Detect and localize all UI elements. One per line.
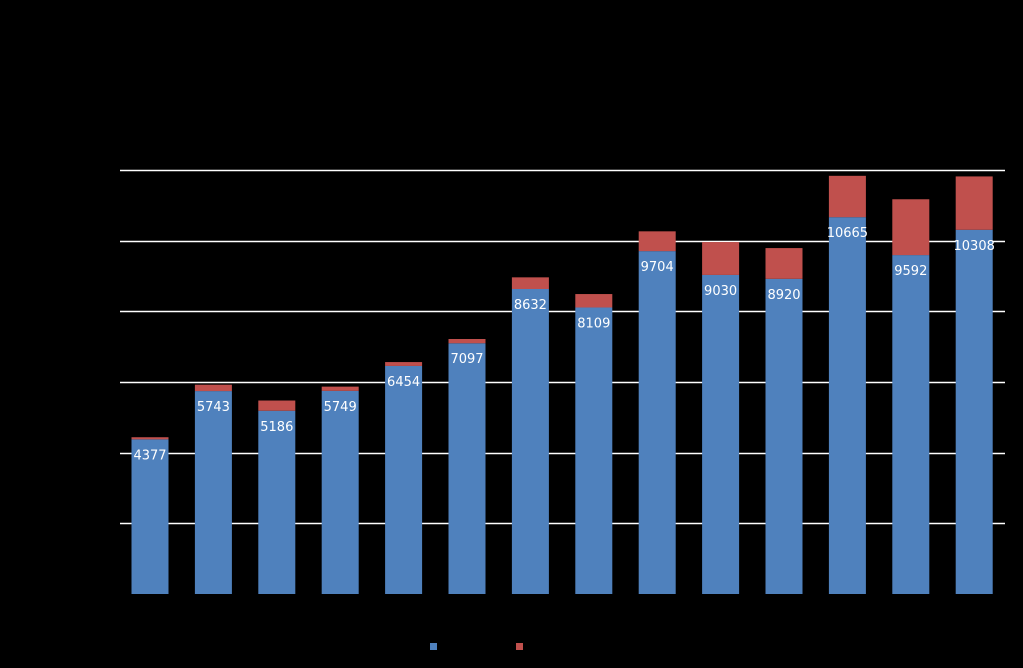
data-label-14: 10308 [954,239,995,254]
data-label-1: 4377 [133,448,166,463]
bar-series1-2 [194,391,232,594]
bar-series1-14 [955,229,993,594]
bar-series1-5 [385,365,423,594]
data-label-13: 9592 [894,264,927,279]
bars [131,175,993,595]
bar-series2-12 [828,175,866,218]
bar-series1-10 [702,274,740,594]
bar-series2-2 [194,384,232,392]
data-label-4: 5749 [324,400,357,415]
bar-series2-3 [258,400,296,411]
bar-series1-3 [258,410,296,594]
bar-series2-8 [575,294,613,308]
data-label-8: 8109 [577,316,610,331]
bar-series1-1 [131,439,169,594]
bar-series1-9 [638,251,676,594]
data-labels: 4377 5743 5186 5749 6454 7097 8632 8109 9704 9030… [133,226,994,463]
legend-swatch-series1 [430,643,437,650]
bar-series2-10 [702,242,740,275]
bar-series2-7 [511,277,549,290]
bar-series1-12 [828,217,866,595]
data-label-3: 5186 [260,420,293,435]
gridlines [120,169,1005,525]
bar-series1-6 [448,343,486,594]
bar-series2-11 [765,248,803,279]
bar-series1-13 [892,255,930,594]
bar-series1-11 [765,278,803,594]
bar-series1-8 [575,307,613,594]
bar-series1-4 [321,390,359,594]
bar-series2-5 [385,362,423,366]
bar-series2-4 [321,386,359,391]
legend-swatch-series2 [516,643,523,650]
data-label-9: 9704 [641,260,674,275]
bar-series2-6 [448,338,486,344]
data-label-7: 8632 [514,298,547,313]
bar-series2-14 [955,176,993,230]
data-label-10: 9030 [704,284,737,299]
bar-series2-1 [131,437,169,440]
bar-series1-7 [511,289,549,594]
data-label-2: 5743 [197,400,230,415]
data-label-12: 10665 [827,226,868,241]
data-label-5: 6454 [387,375,420,390]
legend [430,643,523,650]
bar-series2-13 [892,199,930,256]
data-label-11: 8920 [767,288,800,303]
data-label-6: 7097 [450,352,483,367]
bar-series2-9 [638,231,676,252]
